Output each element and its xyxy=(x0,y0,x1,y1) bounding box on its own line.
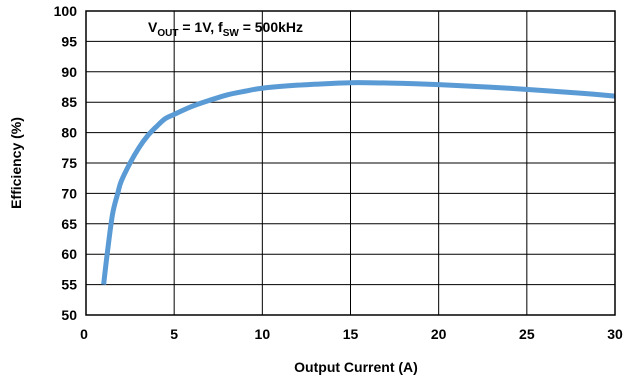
series-lines xyxy=(101,80,616,285)
chart-annotation: VOUT = 1V, fSW = 500kHz xyxy=(148,19,303,39)
x-tick-label: 25 xyxy=(519,326,535,342)
y-tick-label: 55 xyxy=(61,277,77,293)
x-tick-label: 0 xyxy=(80,326,88,342)
y-tick-label: 85 xyxy=(61,94,77,110)
y-tick-label: 90 xyxy=(61,64,77,80)
x-tick-label: 20 xyxy=(431,326,447,342)
efficiency-curve-0 xyxy=(101,80,616,285)
x-axis-title: Output Current (A) xyxy=(294,359,418,375)
y-tick-label: 100 xyxy=(54,3,78,19)
x-tick-label: 10 xyxy=(255,326,271,342)
y-tick-label: 95 xyxy=(61,33,77,49)
x-tick-label: 15 xyxy=(343,326,359,342)
y-tick-label: 50 xyxy=(61,307,77,323)
x-tick-label: 30 xyxy=(607,326,623,342)
y-tick-label: 75 xyxy=(61,155,77,171)
x-tick-label: 5 xyxy=(170,326,178,342)
plot-frame xyxy=(85,10,616,316)
x-tick-labels: 0 5 10 15 20 25 30 xyxy=(80,326,623,342)
y-axis-title: Efficiency (%) xyxy=(8,117,24,209)
y-tick-label: 60 xyxy=(61,246,77,262)
grid-lines xyxy=(85,10,616,316)
y-tick-label: 65 xyxy=(61,216,77,232)
y-tick-label: 80 xyxy=(61,125,77,141)
y-tick-label: 70 xyxy=(61,185,77,201)
y-tick-labels: 50 55 60 65 70 75 80 85 90 95 100 xyxy=(54,3,78,323)
